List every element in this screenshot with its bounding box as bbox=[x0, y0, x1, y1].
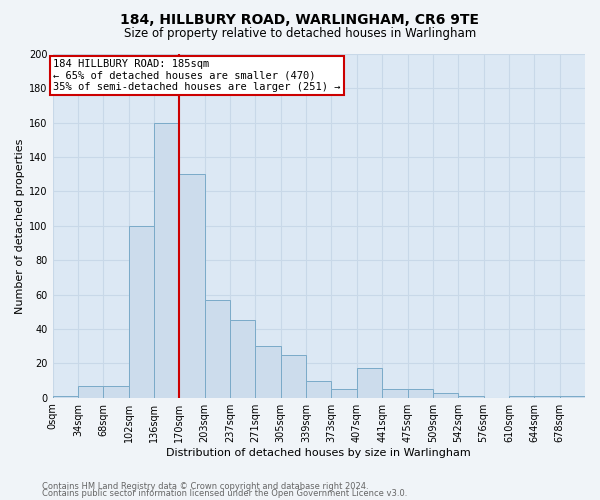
Text: 184 HILLBURY ROAD: 185sqm
← 65% of detached houses are smaller (470)
35% of semi: 184 HILLBURY ROAD: 185sqm ← 65% of detac… bbox=[53, 59, 341, 92]
Bar bbox=[407, 389, 433, 398]
Bar bbox=[179, 174, 205, 398]
Bar bbox=[205, 300, 230, 398]
Bar bbox=[331, 389, 357, 398]
Bar bbox=[306, 380, 331, 398]
Bar bbox=[78, 386, 103, 398]
Bar bbox=[458, 396, 484, 398]
Text: Contains HM Land Registry data © Crown copyright and database right 2024.: Contains HM Land Registry data © Crown c… bbox=[42, 482, 368, 491]
Bar bbox=[357, 368, 382, 398]
X-axis label: Distribution of detached houses by size in Warlingham: Distribution of detached houses by size … bbox=[166, 448, 471, 458]
Text: Contains public sector information licensed under the Open Government Licence v3: Contains public sector information licen… bbox=[42, 490, 407, 498]
Bar bbox=[256, 346, 281, 398]
Bar bbox=[281, 354, 306, 398]
Text: Size of property relative to detached houses in Warlingham: Size of property relative to detached ho… bbox=[124, 28, 476, 40]
Bar bbox=[509, 396, 534, 398]
Bar bbox=[534, 396, 560, 398]
Text: 184, HILLBURY ROAD, WARLINGHAM, CR6 9TE: 184, HILLBURY ROAD, WARLINGHAM, CR6 9TE bbox=[121, 12, 479, 26]
Bar bbox=[433, 392, 458, 398]
Bar bbox=[382, 389, 407, 398]
Y-axis label: Number of detached properties: Number of detached properties bbox=[15, 138, 25, 314]
Bar bbox=[53, 396, 78, 398]
Bar bbox=[128, 226, 154, 398]
Bar bbox=[230, 320, 256, 398]
Bar bbox=[103, 386, 128, 398]
Bar bbox=[560, 396, 585, 398]
Bar bbox=[154, 122, 179, 398]
